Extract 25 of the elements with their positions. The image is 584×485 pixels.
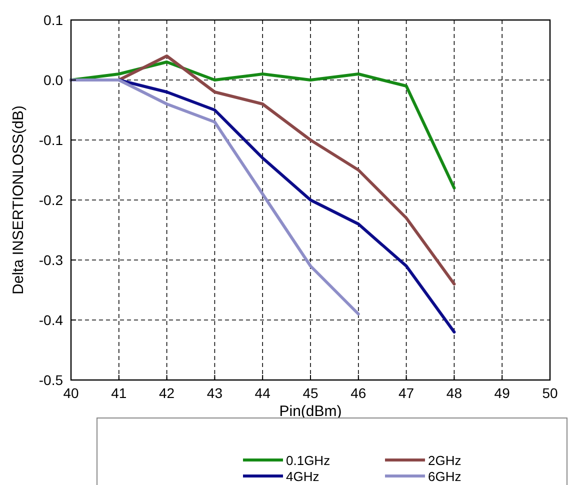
x-tick-label: 41 [111, 385, 127, 401]
y-tick-label: 0.0 [44, 72, 64, 88]
x-tick-label: 40 [63, 385, 79, 401]
x-tick-label: 49 [494, 385, 510, 401]
legend-label: 4GHz [286, 469, 320, 484]
x-tick-label: 44 [254, 385, 271, 401]
x-axis-title: Pin(dBm) [279, 403, 342, 420]
legend-label: 0.1GHz [286, 453, 330, 468]
y-tick-label: -0.5 [38, 372, 64, 388]
x-tick-label: 47 [398, 385, 414, 401]
y-tick-label: -0.2 [38, 192, 64, 208]
x-tick-label: 45 [302, 385, 318, 401]
x-tick-label: 48 [446, 385, 462, 401]
x-tick-label: 50 [542, 385, 558, 401]
y-tick-label: -0.1 [38, 132, 64, 148]
y-tick-label: -0.3 [38, 252, 64, 268]
x-tick-label: 46 [350, 385, 366, 401]
x-tick-label: 42 [159, 385, 175, 401]
line-series [70, 78, 360, 316]
y-tick-label: -0.4 [38, 312, 64, 328]
y-tick-label: 0.1 [44, 12, 64, 28]
x-tick-label: 43 [206, 385, 223, 401]
legend-label: 2GHz [428, 453, 462, 468]
y-axis-title: Delta INSERTIONLOSS(dB) [10, 106, 27, 294]
legend-label: 6GHz [428, 469, 462, 484]
